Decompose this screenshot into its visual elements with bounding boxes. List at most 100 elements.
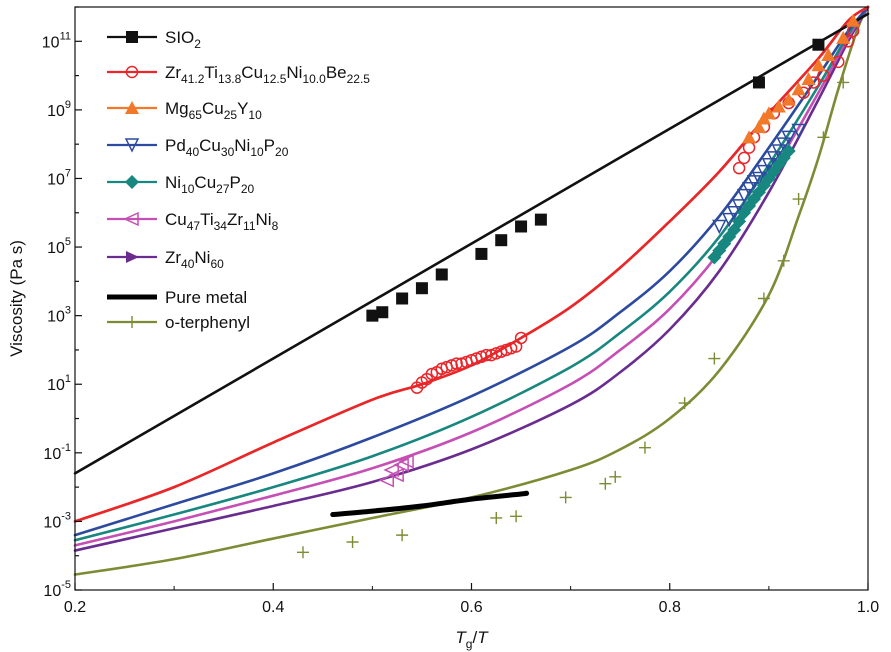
- data-point-3: [791, 123, 806, 139]
- data-point-8: [708, 352, 721, 365]
- data-point-8: [777, 254, 790, 267]
- data-point-2: [846, 13, 861, 27]
- data-point-0: [812, 38, 825, 51]
- legend-marker: [125, 101, 139, 114]
- markers-layer: [296, 13, 861, 559]
- data-point-8: [296, 546, 309, 559]
- data-point-0: [415, 282, 428, 295]
- data-point-8: [609, 470, 622, 483]
- legend-marker: [125, 175, 139, 189]
- data-point-0: [475, 247, 488, 260]
- series-line-1: [73, 5, 870, 523]
- data-point-8: [757, 292, 770, 305]
- y-tick-label: 103: [47, 305, 71, 326]
- data-point-8: [346, 535, 359, 548]
- data-point-2: [791, 82, 806, 96]
- curves-layer: [73, 5, 870, 576]
- legend-label: Pd40Cu30Ni10P20: [165, 136, 289, 159]
- data-point-2: [771, 99, 786, 113]
- data-point-5: [398, 454, 414, 469]
- data-point-3: [776, 137, 791, 152]
- series-line-3: [73, 5, 870, 537]
- data-point-5: [378, 473, 394, 488]
- y-tick-label: 109: [47, 99, 71, 120]
- data-point-2: [761, 106, 776, 120]
- data-point-1: [742, 141, 756, 154]
- data-point-2: [811, 58, 826, 72]
- y-tick-label: 10-1: [43, 442, 71, 463]
- series-line-8: [73, 5, 870, 576]
- data-point-0: [752, 76, 765, 89]
- series-line-4: [73, 5, 870, 542]
- series-line-0: [73, 12, 870, 475]
- x-tick-label: 0.8: [659, 599, 681, 616]
- y-axis-title: Viscosity (Pa s): [7, 240, 26, 357]
- data-point-2: [781, 92, 796, 106]
- data-point-8: [510, 510, 523, 523]
- data-point-3: [781, 130, 796, 145]
- legend-marker: [125, 65, 139, 79]
- data-point-0: [534, 213, 547, 226]
- series-line-7: [330, 490, 530, 518]
- data-point-5: [383, 462, 399, 478]
- legend-label: Mg65Cu25Y10: [165, 99, 262, 122]
- data-point-8: [396, 529, 409, 542]
- data-point-3: [736, 188, 752, 204]
- legend-label: Cu47Ti34Zr11Ni8: [165, 210, 279, 233]
- y-tick-label: 1011: [42, 30, 71, 51]
- y-tick-label: 101: [47, 373, 71, 394]
- legend: SIO2 Zr41.2Ti13.8Cu12.5Ni10.0Be22.5 Mg65Cu…: [107, 28, 370, 332]
- data-point-1: [514, 331, 528, 345]
- x-tick-label: 0.2: [64, 599, 86, 616]
- data-point-4: [781, 144, 796, 159]
- legend-marker: [126, 316, 138, 328]
- data-point-0: [396, 292, 409, 305]
- x-axis: 0.2 0.4 0.6 0.8 1.0: [64, 583, 879, 616]
- data-point-0: [435, 268, 448, 281]
- data-point-8: [678, 397, 691, 410]
- data-point-8: [559, 491, 572, 504]
- y-tick-label: 105: [47, 236, 71, 257]
- data-point-1: [832, 55, 845, 69]
- legend-marker: [126, 251, 139, 263]
- x-axis-title: Tg/T: [455, 628, 489, 651]
- data-point-8: [792, 193, 805, 206]
- legend-marker: [123, 211, 139, 227]
- data-point-2: [742, 130, 757, 144]
- data-point-8: [837, 76, 850, 89]
- data-point-2: [751, 120, 766, 134]
- data-point-1: [737, 151, 751, 165]
- legend-marker: [124, 138, 140, 153]
- legend-marker: [126, 31, 138, 43]
- legend-label: Zr41.2Ti13.8Cu12.5Ni10.0Be22.5: [165, 63, 370, 86]
- data-point-8: [490, 511, 503, 524]
- x-tick-label: 0.6: [460, 599, 482, 616]
- x-tick-label: 0.4: [262, 599, 284, 616]
- data-point-1: [450, 357, 463, 370]
- data-point-0: [376, 306, 389, 319]
- x-tick-label: 1.0: [857, 599, 879, 616]
- legend-label: Pure metal: [165, 288, 247, 307]
- legend-label: Zr40Ni60: [165, 248, 224, 271]
- data-point-0: [495, 234, 508, 247]
- data-point-8: [817, 131, 830, 144]
- legend-label: o-terphenyl: [165, 313, 250, 332]
- data-point-2: [801, 72, 816, 86]
- data-point-0: [515, 220, 528, 233]
- data-point-2: [821, 48, 836, 62]
- data-point-8: [599, 477, 612, 490]
- data-point-2: [836, 30, 851, 44]
- series-line-6: [73, 5, 870, 552]
- y-tick-label: 10-3: [43, 510, 71, 531]
- y-axis: 1011 109 107 105 103 101 10-1 10-3 10-5: [42, 6, 82, 600]
- data-point-3: [712, 219, 727, 235]
- data-point-3: [722, 212, 737, 228]
- data-point-0: [366, 309, 379, 322]
- data-point-5: [388, 467, 404, 483]
- data-point-3: [741, 182, 757, 197]
- data-point-1: [480, 348, 493, 362]
- data-point-8: [638, 441, 651, 454]
- legend-label: SIO2: [165, 28, 201, 51]
- series-line-5: [73, 5, 870, 547]
